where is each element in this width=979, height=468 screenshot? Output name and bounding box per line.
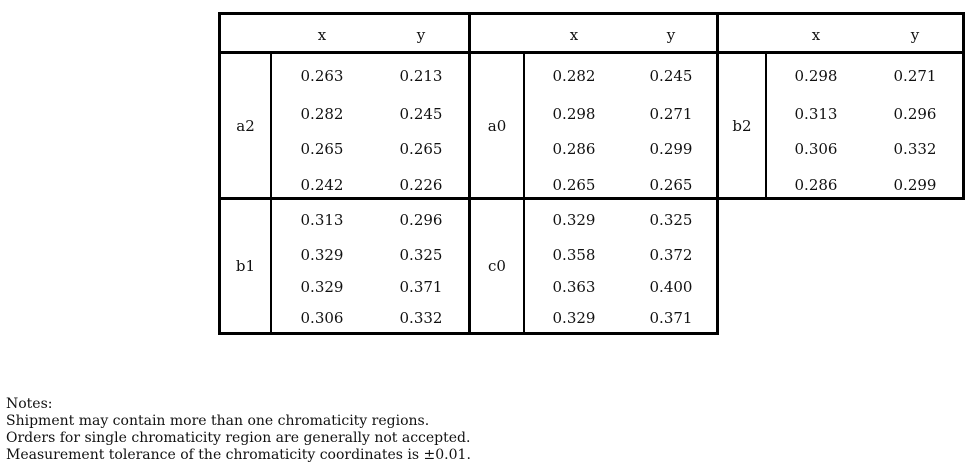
notes-title: Notes: xyxy=(6,396,53,412)
column-header-y: y xyxy=(910,26,920,44)
table-cell-y: 0.332 xyxy=(399,309,443,327)
column-header-y: y xyxy=(416,26,426,44)
table-cell-x: 0.306 xyxy=(794,140,838,158)
table-cell-x: 0.363 xyxy=(552,278,596,296)
table-cell-x: 0.329 xyxy=(552,211,596,229)
header-block-3: x y xyxy=(716,12,965,54)
table-cell-y: 0.371 xyxy=(399,278,443,296)
header-block-1: x y xyxy=(218,12,471,54)
table-cell-x: 0.286 xyxy=(552,140,596,158)
table-cell-x: 0.329 xyxy=(300,278,344,296)
table-cell-y: 0.271 xyxy=(893,67,937,85)
table-cell-y: 0.325 xyxy=(399,246,443,264)
table-cell-x: 0.329 xyxy=(300,246,344,264)
table-cell-x: 0.298 xyxy=(794,67,838,85)
table-cell-x: 0.298 xyxy=(552,105,596,123)
table-cell-x: 0.242 xyxy=(300,176,344,194)
region-label: a2 xyxy=(221,54,272,197)
table-cell-x: 0.282 xyxy=(552,67,596,85)
table-cell-y: 0.226 xyxy=(399,176,443,194)
table-cell-y: 0.371 xyxy=(649,309,693,327)
header-block-2: x y xyxy=(468,12,719,54)
column-header-x: x xyxy=(317,26,327,44)
column-header-x: x xyxy=(569,26,579,44)
note-line: Orders for single chromaticity region ar… xyxy=(6,430,471,446)
region-label: a0 xyxy=(471,54,525,197)
region-label: b2 xyxy=(719,54,767,197)
table-cell-y: 0.296 xyxy=(399,211,443,229)
table-cell-y: 0.325 xyxy=(649,211,693,229)
table-cell-x: 0.313 xyxy=(794,105,838,123)
table-cell-y: 0.299 xyxy=(649,140,693,158)
table-cell-y: 0.245 xyxy=(399,105,443,123)
table-cell-y: 0.296 xyxy=(893,105,937,123)
table-cell-y: 0.271 xyxy=(649,105,693,123)
region-block-b1: b1 0.313 0.296 0.329 0.325 0.329 0.371 0… xyxy=(218,197,471,335)
table-cell-y: 0.213 xyxy=(399,67,443,85)
table-cell-x: 0.265 xyxy=(552,176,596,194)
region-block-a0: a0 0.282 0.245 0.298 0.271 0.286 0.299 0… xyxy=(468,51,719,200)
table-cell-x: 0.265 xyxy=(300,140,344,158)
column-header-x: x xyxy=(811,26,821,44)
note-line: Shipment may contain more than one chrom… xyxy=(6,413,430,429)
table-cell-x: 0.313 xyxy=(300,211,344,229)
table-cell-y: 0.400 xyxy=(649,278,693,296)
column-header-y: y xyxy=(666,26,676,44)
table-cell-x: 0.263 xyxy=(300,67,344,85)
table-cell-x: 0.329 xyxy=(552,309,596,327)
table-cell-y: 0.265 xyxy=(649,176,693,194)
region-block-c0: c0 0.329 0.325 0.358 0.372 0.363 0.400 0… xyxy=(468,197,719,335)
table-cell-x: 0.358 xyxy=(552,246,596,264)
chromaticity-table: x y x y x y a2 0.263 0.213 0.282 0.245 0… xyxy=(218,12,965,335)
table-cell-x: 0.306 xyxy=(300,309,344,327)
note-line: Measurement tolerance of the chromaticit… xyxy=(6,447,471,463)
region-block-b2: b2 0.298 0.271 0.313 0.296 0.306 0.332 0… xyxy=(716,51,965,200)
table-cell-y: 0.299 xyxy=(893,176,937,194)
region-block-a2: a2 0.263 0.213 0.282 0.245 0.265 0.265 0… xyxy=(218,51,471,200)
table-cell-y: 0.265 xyxy=(399,140,443,158)
table-cell-y: 0.372 xyxy=(649,246,693,264)
region-label: c0 xyxy=(471,200,525,332)
table-cell-x: 0.286 xyxy=(794,176,838,194)
notes-section: Notes: Shipment may contain more than on… xyxy=(6,396,471,464)
table-cell-y: 0.332 xyxy=(893,140,937,158)
table-cell-y: 0.245 xyxy=(649,67,693,85)
table-cell-x: 0.282 xyxy=(300,105,344,123)
region-label: b1 xyxy=(221,200,272,332)
